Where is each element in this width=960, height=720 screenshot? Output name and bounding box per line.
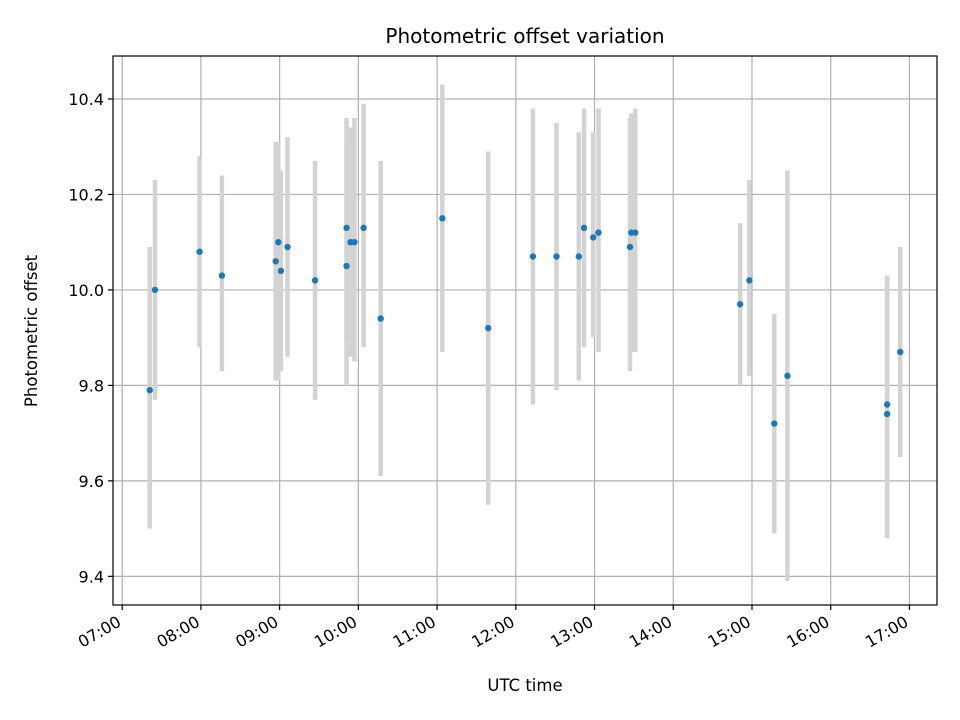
data-point [218, 272, 226, 279]
data-point [553, 253, 560, 260]
chart-title: Photometric offset variation [385, 24, 664, 48]
y-tick-label: 9.4 [79, 567, 104, 586]
data-point [746, 277, 753, 284]
y-tick-label: 10.2 [68, 185, 104, 204]
x-axis-title: UTC time [487, 676, 562, 695]
plot-frame [112, 55, 938, 606]
data-points [146, 215, 904, 427]
data-point [343, 224, 350, 232]
data-point [360, 224, 367, 232]
data-point [351, 238, 358, 246]
data-point [580, 224, 588, 232]
plot-area [113, 56, 937, 605]
y-axis-title: Photometric offset [22, 254, 41, 407]
data-point [575, 253, 582, 260]
data-point [529, 253, 537, 260]
y-tick-label: 9.6 [79, 472, 104, 491]
data-point [883, 401, 891, 408]
data-point [377, 315, 384, 322]
data-point [151, 286, 159, 294]
data-point [784, 372, 791, 380]
data-point [485, 324, 492, 332]
data-point [275, 238, 282, 246]
data-point [897, 348, 904, 356]
data-point [343, 262, 350, 270]
data-point [146, 386, 153, 394]
data-point [284, 243, 291, 251]
y-tick-label: 10.4 [68, 90, 104, 109]
data-point [311, 277, 319, 284]
data-point [771, 420, 778, 427]
data-point [272, 258, 279, 265]
y-tick-label: 9.8 [79, 376, 104, 395]
data-point [595, 229, 602, 236]
data-point [632, 229, 639, 236]
data-point [277, 267, 285, 275]
y-axis-ticks: 9.4 9.6 9.8 10.0 10.2 10.4 [68, 90, 113, 586]
data-point [196, 248, 203, 255]
data-point [626, 243, 634, 251]
data-point [883, 410, 891, 418]
y-tick-label: 10.0 [68, 281, 104, 300]
data-point [736, 301, 744, 308]
data-point [590, 234, 597, 241]
data-point [439, 215, 446, 222]
